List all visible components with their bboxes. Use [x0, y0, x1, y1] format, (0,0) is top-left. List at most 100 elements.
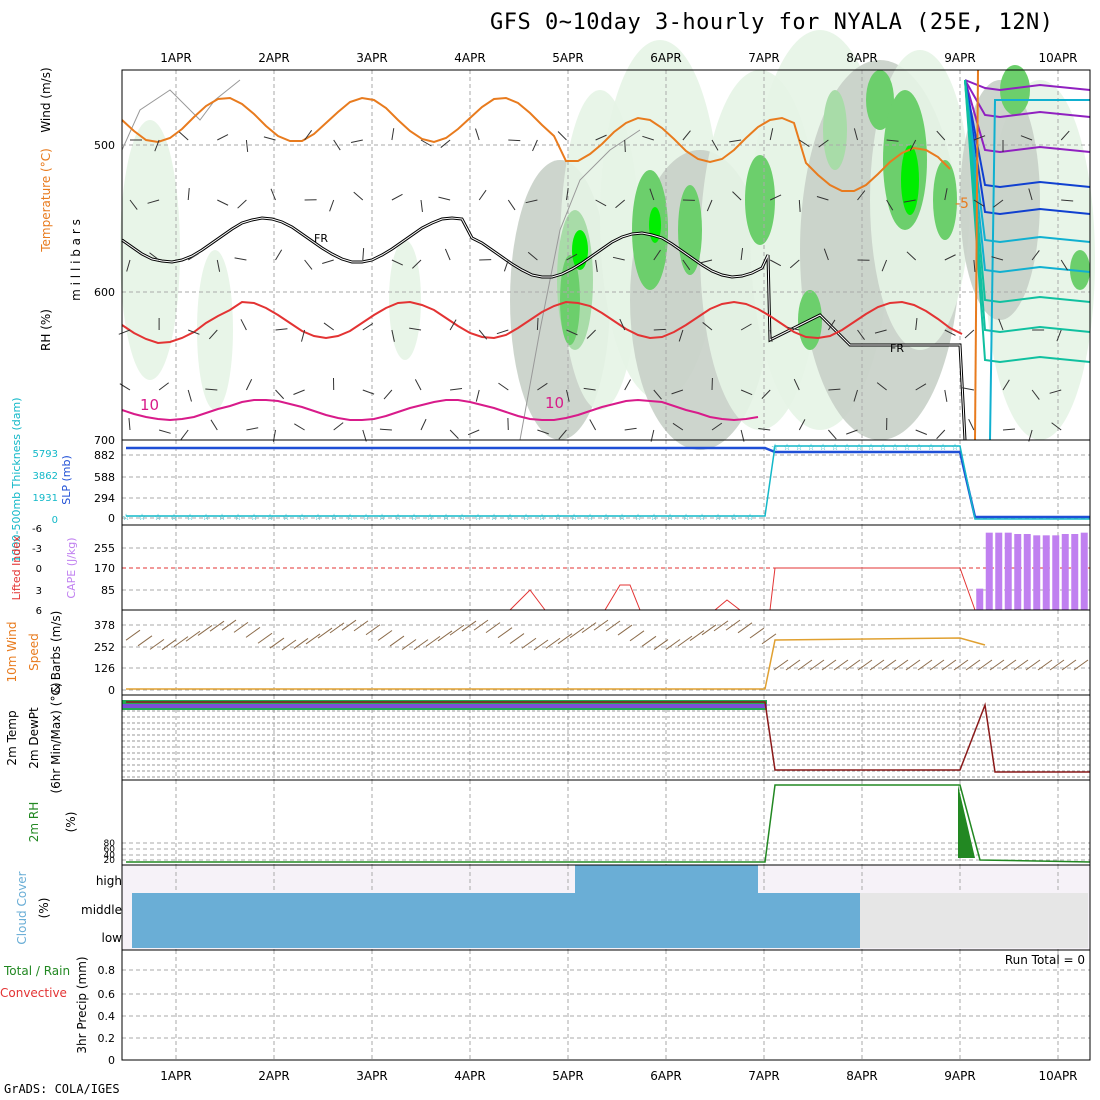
surface-barb [533, 639, 549, 651]
pressure-tick: 700 [94, 434, 115, 447]
rh-tick: 40 [104, 851, 116, 861]
date-tick-top: 6APR [650, 51, 681, 65]
cape-tick: 170 [94, 562, 115, 575]
wind-barb [275, 389, 285, 400]
surface-barb [461, 620, 477, 632]
li-tick: -3 [32, 544, 42, 555]
wind-barb [304, 129, 313, 141]
surface-barb [821, 659, 837, 671]
wind-barb [467, 429, 480, 436]
surface-barb [185, 630, 201, 642]
upper-temp-contour [974, 69, 979, 441]
surface-barb [437, 630, 453, 642]
panel-frame [121, 609, 1091, 696]
surface-barb [485, 622, 501, 634]
wind-barb [881, 259, 888, 272]
ylabel-rh2m: 2m RH [27, 802, 41, 843]
surface-barb [869, 659, 885, 671]
thickness-marker: ☆ [410, 513, 418, 523]
thickness-marker: ☆ [903, 443, 911, 453]
wind-barb [536, 317, 539, 331]
date-tick-top: 5APR [552, 51, 583, 65]
thick-tick: 0 [52, 515, 58, 526]
wind-barb [973, 135, 986, 141]
surface-barb [989, 659, 1005, 671]
thickness-marker: ☆ [154, 513, 162, 523]
wind-barb [234, 257, 247, 261]
date-tick-bottom: 6APR [650, 1069, 681, 1083]
thickness-marker: ☆ [250, 513, 258, 523]
thickness-marker: ☆ [202, 513, 210, 523]
thickness-marker: ☆ [426, 513, 434, 523]
surface-barb [845, 659, 861, 671]
thickness-marker: ☆ [554, 513, 562, 523]
thickness-marker: ☆ [538, 513, 546, 523]
rh-shade-green [560, 255, 580, 345]
surface-barb [413, 639, 429, 651]
wind-barb [729, 139, 742, 143]
wind-tick: 252 [94, 641, 115, 654]
thickness-marker: ☆ [855, 443, 863, 453]
surface-barb [785, 659, 801, 671]
thickness-marker: ☆ [122, 513, 130, 523]
wind-barb [973, 259, 976, 272]
slp-series [126, 446, 1090, 519]
cape-bar [1033, 535, 1041, 610]
surface-barb [305, 633, 321, 645]
wind-barb [886, 199, 894, 211]
wind-barb [793, 378, 800, 391]
surface-barb [497, 627, 513, 639]
wind-barb [944, 254, 956, 261]
thickness-marker: ☆ [714, 513, 722, 523]
surface-barb [449, 624, 465, 636]
wind-barb [537, 382, 548, 391]
thickness-marker: ☆ [730, 513, 738, 523]
wind-barb [906, 251, 917, 261]
thickness-marker: ☆ [378, 513, 386, 523]
wind-barb [412, 259, 422, 269]
wind-barb [857, 190, 866, 201]
wind-barb [449, 319, 457, 331]
thickness-marker: ☆ [586, 513, 594, 523]
cape-bar [995, 532, 1003, 610]
wind-barb [525, 199, 538, 204]
temp-contour-10 [121, 398, 759, 422]
thickness-marker: ☆ [362, 513, 370, 523]
cape-bar [1023, 534, 1031, 610]
wind-barb [217, 134, 229, 141]
rh-tick: 20 [104, 856, 116, 866]
thickness-marker: ☆ [951, 443, 959, 453]
surface-barb [401, 639, 417, 650]
wind-barb [245, 378, 253, 391]
wind-barb [449, 429, 459, 439]
wind-barb [532, 139, 538, 152]
surface-barb [125, 629, 141, 641]
contour-label-10: 10 [545, 394, 564, 412]
surface-barb [245, 626, 261, 638]
thickness-series [126, 445, 1090, 520]
wind-barb [180, 429, 189, 440]
surface-barb [149, 638, 165, 650]
rh-shade-green [823, 90, 847, 170]
wind-barb [615, 199, 626, 209]
cloud-clear [860, 893, 1088, 948]
wind-barb [595, 199, 607, 207]
surface-barb [425, 635, 441, 647]
wind-barb [475, 389, 480, 402]
thickness-marker: ☆ [506, 513, 514, 523]
wind-barb [973, 199, 985, 207]
surface-barb [797, 659, 813, 671]
wind-tick: 126 [94, 662, 115, 675]
ylabel-temp: Temperature (°C) [39, 148, 53, 253]
upper-temp-contour [964, 79, 1091, 334]
contour-label-minus5: -5 [955, 196, 969, 212]
wind-barb [391, 259, 403, 266]
date-tick-bottom: 7APR [748, 1069, 779, 1083]
surface-barb [593, 619, 609, 631]
wind-barb [333, 422, 344, 431]
wind-barb [1002, 379, 1010, 391]
wind-barb [711, 422, 723, 431]
wind-barb [362, 247, 365, 261]
wind-barb [998, 318, 1004, 331]
wind-barb [188, 329, 200, 335]
